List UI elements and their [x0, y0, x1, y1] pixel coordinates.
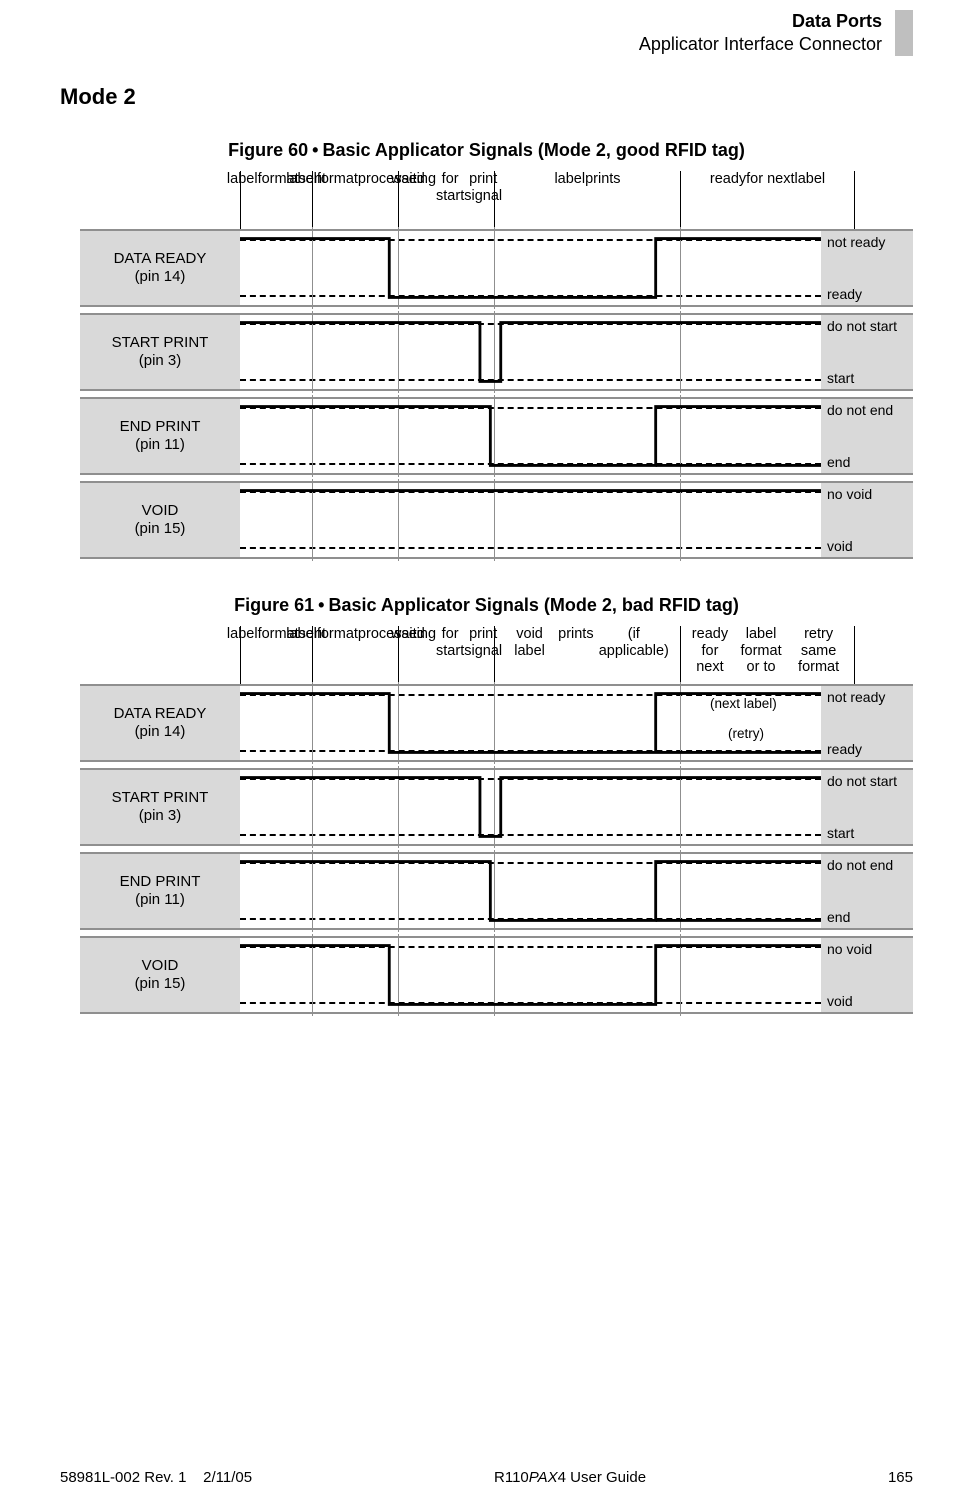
signal-row: END PRINT(pin 11) do not endend: [80, 852, 913, 930]
header-line-2: Applicator Interface Connector: [639, 33, 882, 56]
signal-label: VOID(pin 15): [80, 936, 240, 1014]
signal-label: DATA READY(pin 14): [80, 684, 240, 762]
signal-plot: [240, 936, 821, 1014]
phase-header: labelprints: [494, 171, 680, 229]
signal-plot: [240, 481, 821, 559]
signal-row: START PRINT(pin 3) do not startstart: [80, 313, 913, 391]
page-header: Data Ports Applicator Interface Connecto…: [60, 10, 913, 56]
signal-label: START PRINT(pin 3): [80, 313, 240, 391]
signal-plot: [240, 768, 821, 846]
state-labels: no voidvoid: [821, 936, 913, 1014]
figure: Figure 61•Basic Applicator Signals (Mode…: [60, 595, 913, 1014]
state-labels: do not endend: [821, 852, 913, 930]
footer-center-ital: PAX: [529, 1469, 558, 1486]
phase-header: labelformatprocessed: [312, 171, 398, 229]
figure-caption: Figure 60•Basic Applicator Signals (Mode…: [60, 140, 913, 161]
signal-note: (next label): [710, 696, 777, 713]
phase-headers: labelformatsentlabelformatprocessedwaiti…: [240, 171, 913, 229]
signal-row: DATA READY(pin 14) (next label) (retry) not…: [80, 684, 913, 762]
signal-plot: (next label) (retry): [240, 684, 821, 762]
signal-label: END PRINT(pin 11): [80, 397, 240, 475]
timing-diagram: labelformatsentlabelformatprocessedwaiti…: [80, 626, 913, 1014]
footer-pagenum: 165: [888, 1469, 913, 1486]
footer-center: R110PAX4 User Guide: [494, 1469, 646, 1486]
section-title: Mode 2: [60, 84, 913, 110]
signal-plot: [240, 229, 821, 307]
state-labels: no voidvoid: [821, 481, 913, 559]
signal-row: START PRINT(pin 3) do not startstart: [80, 768, 913, 846]
phase-header: labelformatprocessed: [312, 626, 398, 684]
phase-header: waitingfor startprint signal: [398, 171, 494, 229]
signal-row: VOID(pin 15) no voidvoid: [80, 936, 913, 1014]
footer-date: 2/11/05: [203, 1469, 252, 1486]
phase-header: void labelprints(if applicable): [494, 626, 680, 684]
state-labels: not readyready: [821, 684, 913, 762]
figure-caption: Figure 61•Basic Applicator Signals (Mode…: [60, 595, 913, 616]
footer-center-suffix: 4 User Guide: [558, 1469, 646, 1486]
signal-row: END PRINT(pin 11) do not endend: [80, 397, 913, 475]
signal-row: DATA READY(pin 14) not readyready: [80, 229, 913, 307]
state-labels: do not endend: [821, 397, 913, 475]
signal-plot: [240, 313, 821, 391]
signal-label: VOID(pin 15): [80, 481, 240, 559]
state-labels: do not startstart: [821, 313, 913, 391]
signal-label: START PRINT(pin 3): [80, 768, 240, 846]
signal-label: DATA READY(pin 14): [80, 229, 240, 307]
footer-center-prefix: R110: [494, 1469, 529, 1486]
state-labels: not readyready: [821, 229, 913, 307]
figure: Figure 60•Basic Applicator Signals (Mode…: [60, 140, 913, 559]
figures-container: Figure 60•Basic Applicator Signals (Mode…: [60, 140, 913, 1014]
signal-note: (retry): [728, 726, 764, 743]
signal-label: END PRINT(pin 11): [80, 852, 240, 930]
signal-row: VOID(pin 15) no voidvoid: [80, 481, 913, 559]
footer-docnum: 58981L-002 Rev. 1: [60, 1469, 186, 1486]
footer-left: 58981L-002 Rev. 1 2/11/05: [60, 1469, 252, 1486]
signal-plot: [240, 397, 821, 475]
page-footer: 58981L-002 Rev. 1 2/11/05 R110PAX4 User …: [0, 1469, 973, 1486]
timing-diagram: labelformatsentlabelformatprocessedwaiti…: [80, 171, 913, 559]
phase-header: ready for nextlabel format or toretry sa…: [680, 626, 855, 684]
phase-headers: labelformatsentlabelformatprocessedwaiti…: [240, 626, 913, 684]
phase-header: waitingfor startprint signal: [398, 626, 494, 684]
header-tab: [895, 10, 913, 56]
signal-plot: [240, 852, 821, 930]
state-labels: do not startstart: [821, 768, 913, 846]
header-line-1: Data Ports: [639, 10, 882, 33]
page: Data Ports Applicator Interface Connecto…: [0, 0, 973, 1504]
phase-header: readyfor nextlabel: [680, 171, 855, 229]
